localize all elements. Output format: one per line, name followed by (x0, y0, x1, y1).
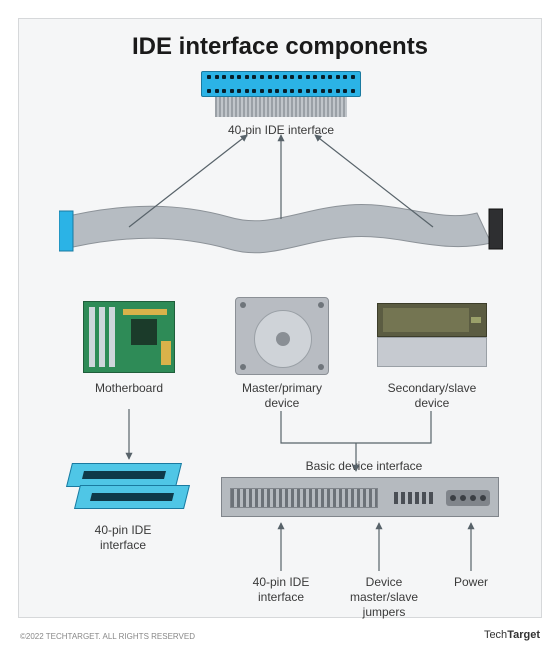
label-bl-connector: 40-pin IDE interface (63, 523, 183, 553)
diagram-canvas: IDE interface components 40-pin IDE inte… (18, 18, 542, 618)
footer-brand: TechTarget (484, 629, 540, 641)
connector-40pin-top (201, 71, 361, 117)
footer-copyright: ©2022 TECHTARGET. ALL RIGHTS RESERVED (20, 632, 195, 641)
footer: ©2022 TECHTARGET. ALL RIGHTS RESERVED Te… (20, 623, 540, 641)
label-motherboard: Motherboard (73, 381, 185, 396)
secondary-device (377, 303, 487, 367)
diagram-title: IDE interface components (19, 33, 541, 61)
connector-40pin-bl (69, 463, 179, 517)
master-device (235, 297, 329, 375)
label-basic-interface: Basic device interface (279, 459, 449, 474)
device-interface-panel (221, 477, 499, 517)
label-secondary: Secondary/slave device (371, 381, 493, 411)
label-top-connector: 40-pin IDE interface (201, 123, 361, 138)
label-panel-power: Power (441, 575, 501, 590)
motherboard (83, 301, 175, 373)
label-panel-pins: 40-pin IDE interface (231, 575, 331, 605)
label-panel-jumpers: Device master/slave jumpers (339, 575, 429, 620)
ribbon-cable (59, 199, 503, 269)
label-master: Master/primary device (225, 381, 339, 411)
